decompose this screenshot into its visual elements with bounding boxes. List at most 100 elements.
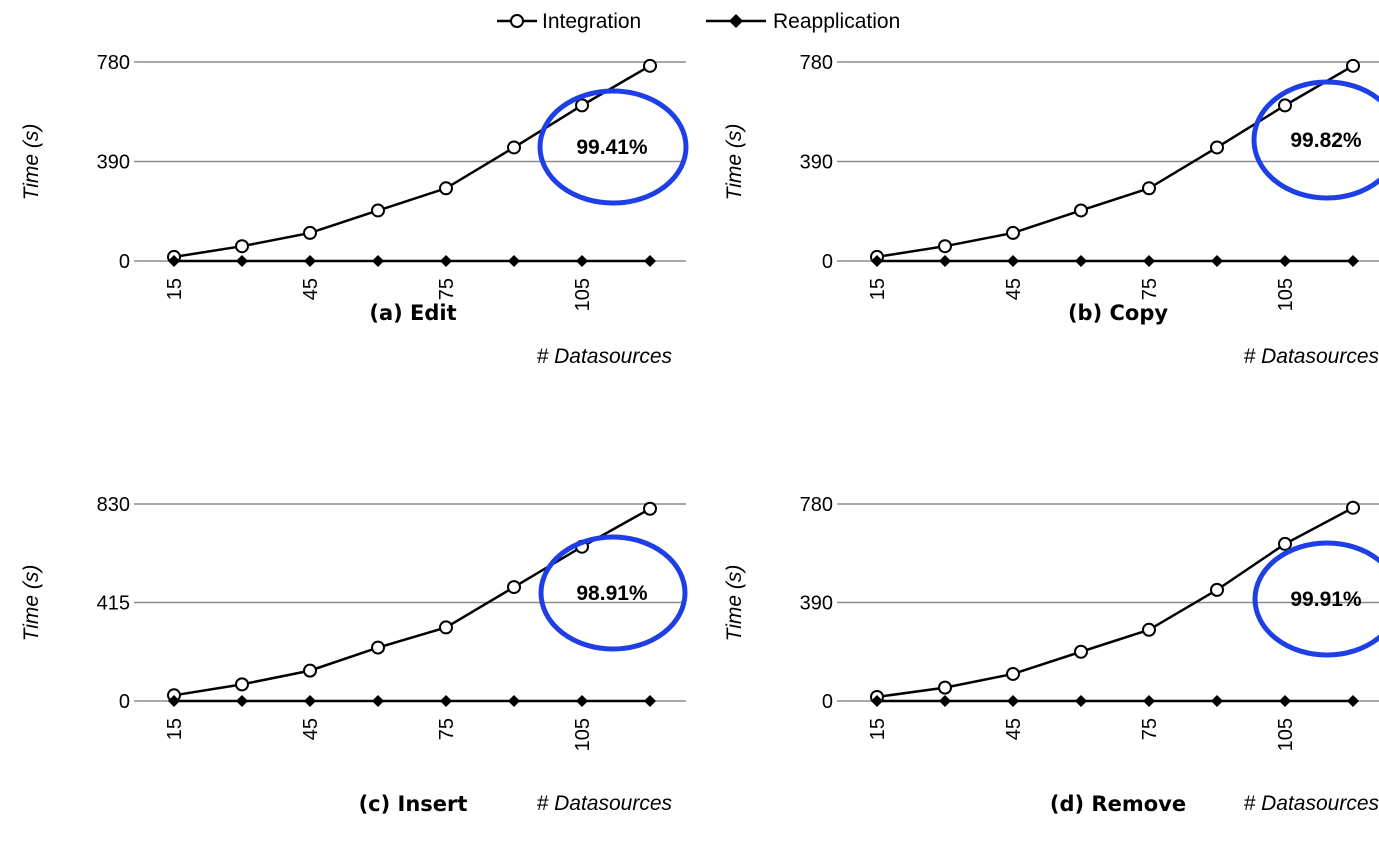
y-tick-label: 780 (97, 52, 130, 74)
data-point-integration (1142, 622, 1156, 637)
x-tick-label: 75 (436, 718, 458, 740)
chart-caption: (a) Edit (369, 301, 456, 325)
data-point-integration (643, 58, 657, 73)
data-point-reapplication (168, 255, 180, 267)
data-point-reapplication (1007, 255, 1019, 267)
y-axis-title: Time (s) (723, 565, 746, 642)
data-point-integration (1142, 181, 1156, 196)
chart-panel-4: 0 390 780 15 45 75 105 Time (s) # Datasources (d)… (723, 494, 1379, 816)
data-point-reapplication (372, 695, 384, 707)
data-point-reapplication (1075, 255, 1087, 267)
data-point-reapplication (508, 255, 520, 267)
x-tick-label: 15 (164, 278, 186, 300)
chart-caption: (c) Insert (359, 792, 468, 816)
y-tick-label: 0 (119, 251, 130, 273)
chart-panel-2: 0 390 780 15 45 75 105 Time (s) # Datasources (b)… (723, 52, 1379, 368)
data-point-integration (938, 680, 952, 695)
x-axis-title: # Datasources (537, 792, 673, 815)
chart-panel-3: 0 415 830 15 45 75 105 Time (s) # Datasources (c)… (20, 494, 688, 816)
annotation-percentage: 98.91% (576, 582, 648, 605)
x-axis-title: # Datasources (1244, 345, 1379, 368)
series-line-integration (876, 506, 1354, 699)
data-point-integration (303, 225, 317, 240)
data-point-integration (1210, 582, 1224, 597)
data-point-reapplication (304, 695, 316, 707)
data-point-integration (1346, 500, 1360, 515)
data-point-reapplication (440, 695, 452, 707)
y-tick-label: 780 (800, 52, 833, 74)
x-tick-label: 105 (1275, 718, 1297, 751)
y-tick-label: 830 (97, 494, 130, 516)
data-point-integration (1006, 666, 1020, 681)
legend-reapplication-marker (729, 14, 743, 28)
x-tick-label: 15 (867, 718, 889, 740)
data-point-integration (1210, 140, 1224, 155)
x-tick-label: 15 (164, 718, 186, 740)
data-point-reapplication (644, 255, 656, 267)
data-point-reapplication (508, 695, 520, 707)
x-tick-label: 75 (436, 278, 458, 300)
data-point-reapplication (1279, 695, 1291, 707)
x-tick-label: 105 (572, 718, 594, 751)
legend: Integration Reapplication (497, 10, 900, 33)
annotation-percentage: 99.82% (1290, 129, 1362, 152)
data-point-reapplication (871, 255, 883, 267)
series-line-integration (173, 64, 651, 259)
y-tick-label: 390 (800, 152, 833, 174)
x-tick-label: 45 (300, 718, 322, 740)
y-tick-label: 0 (822, 251, 833, 273)
x-tick-label: 15 (867, 278, 889, 300)
data-point-reapplication (576, 695, 588, 707)
x-axis-title: # Datasources (1244, 792, 1379, 815)
x-tick-label: 45 (1003, 718, 1025, 740)
annotation-circle (537, 88, 689, 206)
data-point-reapplication (1143, 255, 1155, 267)
data-point-reapplication (644, 695, 656, 707)
series-line-integration (876, 64, 1354, 259)
data-point-reapplication (440, 255, 452, 267)
data-point-reapplication (236, 255, 248, 267)
data-point-integration (1278, 98, 1292, 113)
y-tick-label: 390 (800, 593, 833, 615)
data-point-reapplication (939, 255, 951, 267)
annotation-circle (1252, 540, 1379, 658)
data-point-reapplication (304, 255, 316, 267)
data-point-integration (371, 203, 385, 218)
data-point-integration (938, 239, 952, 254)
data-point-reapplication (1211, 255, 1223, 267)
series-line-integration (173, 507, 651, 697)
data-point-reapplication (1347, 695, 1359, 707)
chart-caption: (b) Copy (1068, 301, 1168, 325)
y-axis-title: Time (s) (20, 565, 43, 642)
x-tick-label: 45 (300, 278, 322, 300)
legend-integration-marker (510, 14, 524, 28)
data-point-integration (439, 620, 453, 635)
data-point-reapplication (871, 695, 883, 707)
data-point-integration (1006, 225, 1020, 240)
data-point-integration (643, 501, 657, 516)
legend-reapplication-label: Reapplication (773, 10, 900, 33)
y-tick-label: 0 (119, 691, 130, 713)
x-tick-label: 105 (572, 278, 594, 311)
data-point-reapplication (1075, 695, 1087, 707)
x-tick-label: 105 (1275, 278, 1297, 311)
data-point-reapplication (236, 695, 248, 707)
chart-caption: (d) Remove (1050, 792, 1186, 816)
data-point-reapplication (1007, 695, 1019, 707)
y-tick-label: 415 (97, 593, 130, 615)
legend-integration-label: Integration (542, 10, 641, 33)
data-point-integration (1346, 58, 1360, 73)
x-tick-label: 75 (1139, 718, 1161, 740)
chart-panel-1: 0 390 780 15 45 75 105 Time (s) # Datasources (a)… (20, 52, 689, 368)
data-point-integration (371, 640, 385, 655)
data-point-integration (235, 677, 249, 692)
data-point-reapplication (576, 255, 588, 267)
data-point-reapplication (1143, 695, 1155, 707)
data-point-integration (1074, 644, 1088, 659)
x-tick-label: 45 (1003, 278, 1025, 300)
data-point-reapplication (372, 255, 384, 267)
annotation-circle (1251, 79, 1379, 201)
y-tick-label: 390 (97, 152, 130, 174)
data-point-integration (1278, 536, 1292, 551)
